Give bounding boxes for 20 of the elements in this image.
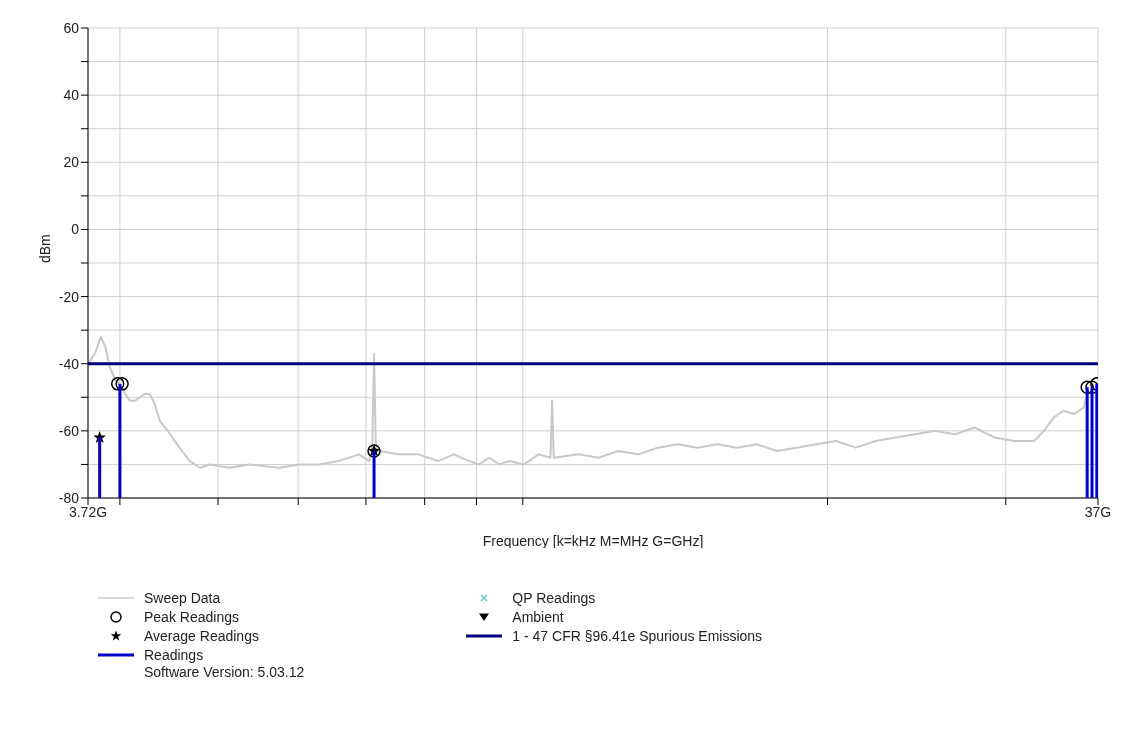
y-tick-label: -20 bbox=[58, 288, 80, 305]
x-tick-label: 3.72G bbox=[68, 503, 108, 520]
legend-label: Average Readings bbox=[144, 627, 259, 644]
y-tick-label: -40 bbox=[58, 355, 80, 372]
x-axis-title: Frequency [k=kHz M=MHz G=GHz] bbox=[482, 533, 704, 549]
y-tick-label: 0 bbox=[71, 221, 80, 238]
y-tick-label: 60 bbox=[63, 19, 80, 36]
y-tick-label: 20 bbox=[63, 154, 80, 171]
legend-label: Peak Readings bbox=[144, 608, 239, 625]
y-axis-title: dBm bbox=[36, 234, 53, 263]
y-tick-label: -80 bbox=[58, 489, 80, 506]
legend-label: Sweep Data bbox=[144, 589, 221, 606]
text: Software Version: 5.03.12 bbox=[143, 664, 305, 682]
x-tick-label: 37G bbox=[1084, 503, 1112, 520]
legend-label: QP Readings bbox=[512, 589, 596, 606]
y-tick-label: -60 bbox=[58, 422, 80, 439]
legend-label: Ambient bbox=[512, 608, 564, 625]
y-tick-label: 40 bbox=[63, 87, 80, 104]
legend-label: 1 - 47 CFR §96.41e Spurious Emissions bbox=[512, 627, 763, 644]
legend-label: Readings bbox=[144, 646, 204, 663]
